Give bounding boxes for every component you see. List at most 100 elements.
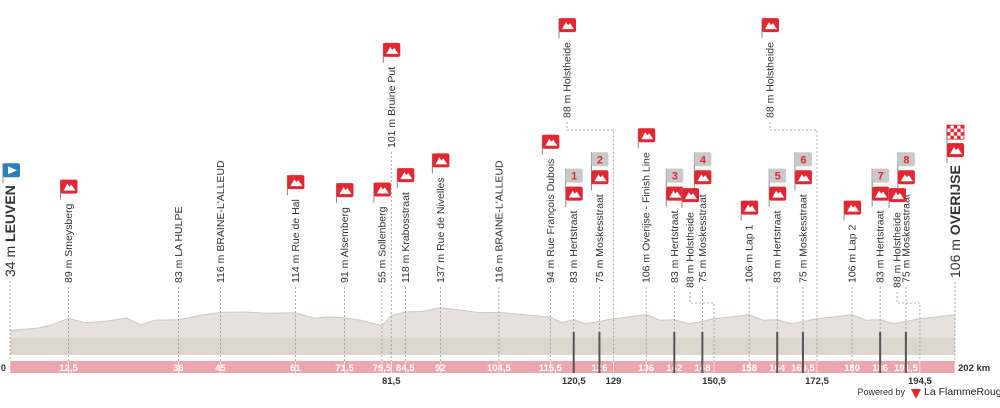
- x-tick-label: 136: [638, 363, 654, 374]
- x-tick-label: 36: [173, 363, 184, 374]
- poi-label: 118 m Krabosstraat: [400, 192, 412, 283]
- climb-icon: [768, 186, 787, 207]
- mountain: [641, 132, 654, 140]
- poi-label: 75 m Moskesstraat: [797, 194, 809, 283]
- check: [957, 135, 961, 140]
- mountain: [900, 174, 913, 182]
- km-strip: [10, 361, 955, 373]
- arrow: [8, 166, 17, 175]
- x-tick-label: 120,5: [562, 376, 586, 387]
- brand-logo: [911, 389, 921, 399]
- check: [950, 128, 954, 133]
- sector-number: 6: [800, 154, 806, 166]
- climb-icon: [794, 170, 812, 191]
- climb-icon: [871, 186, 890, 207]
- sector-number: 7: [878, 171, 884, 183]
- x-tick-label: 61: [290, 363, 301, 374]
- x-tick-label: 92: [435, 363, 446, 374]
- check: [960, 125, 964, 129]
- climb-icon: [665, 186, 684, 207]
- check: [960, 132, 964, 136]
- sector-badge: 4: [693, 152, 712, 173]
- flag: [897, 152, 915, 167]
- climb-icon: [396, 168, 415, 189]
- mountain: [892, 192, 904, 200]
- x-tick-label: 81,5: [382, 376, 401, 387]
- check: [947, 132, 951, 136]
- poi-label: 75 m Moskesstraat: [594, 194, 606, 283]
- check: [953, 125, 958, 129]
- mountain: [772, 190, 785, 198]
- x-tick-label: 84,5: [396, 363, 415, 374]
- poi-label: 89 m Smeysberg: [63, 203, 75, 283]
- climb-icon: [637, 128, 656, 149]
- poi-line: [566, 122, 614, 361]
- mountain: [562, 22, 574, 30]
- check: [950, 135, 954, 140]
- poi-label: 88 m Holstheide: [685, 212, 697, 288]
- x-tick-label: 202 km: [958, 363, 990, 374]
- start-name: LEUVEN: [2, 185, 18, 242]
- flag: [872, 168, 890, 183]
- poi-label: 88 m Holstheide: [892, 212, 904, 288]
- sector-number: 3: [672, 171, 678, 183]
- sector-number: 2: [597, 154, 603, 166]
- climb-icon: [888, 188, 906, 209]
- poi-label: 116 m BRAINE-L'ALLEUD: [215, 160, 227, 283]
- poi-label: 101 m Bruine Put: [386, 67, 398, 148]
- mountain: [875, 190, 888, 198]
- x-tick-label: 45: [215, 363, 226, 374]
- climb-icon: [843, 200, 862, 221]
- brand: La FlammeRouge: [924, 386, 1000, 398]
- mountain: [765, 22, 777, 30]
- poi-line: [896, 292, 921, 361]
- x-tick-label: 172,5: [805, 376, 829, 387]
- mountain: [435, 157, 448, 165]
- mountain: [697, 174, 710, 182]
- mountain: [290, 179, 303, 187]
- x-tick-label: 150,5: [702, 376, 726, 387]
- finish-altitude: 106 m: [947, 239, 963, 278]
- flag: [794, 152, 812, 167]
- elevation-area: [10, 307, 955, 338]
- climb-icon: [761, 18, 779, 39]
- sector-number: 8: [903, 154, 909, 166]
- mountain: [400, 172, 413, 180]
- climb-icon: [59, 179, 78, 200]
- check: [957, 128, 961, 133]
- poi-label: 75 m Moskesstraat: [697, 194, 709, 283]
- check: [947, 125, 951, 129]
- poi-label: 114 m Rue de Hal: [290, 199, 302, 283]
- climb-icon: [335, 183, 354, 204]
- sector-number: 5: [775, 171, 781, 183]
- x-tick-label: 79,5: [373, 363, 392, 374]
- climb-icon: [373, 182, 391, 203]
- mountain: [950, 147, 962, 155]
- x-tick-label: 158: [741, 363, 757, 374]
- powered-by: Powered by: [857, 387, 905, 397]
- sector-badge: 8: [897, 152, 915, 173]
- start-altitude: 34 m: [2, 246, 18, 277]
- poi-label: 137 m Rue de Nivelles: [435, 177, 447, 283]
- mountain: [685, 192, 697, 200]
- poi-label: 75 m Moskesstraat: [900, 194, 912, 283]
- finish-label: 106 m OVERIJSE: [947, 165, 963, 278]
- poi-label: 88 m Holstheide: [562, 42, 574, 118]
- x-tick-label: 71,5: [335, 363, 354, 374]
- x-tick-label: 12,5: [59, 363, 78, 374]
- climb-icon: [681, 188, 699, 209]
- poi-label: 55 m Sollenberg: [376, 206, 388, 283]
- mountain: [594, 174, 607, 182]
- poi-label: 106 m Lap 1: [744, 224, 756, 283]
- elevation-line: [9, 307, 956, 331]
- mountain: [386, 46, 399, 54]
- poi-label: 94 m Rue François Dubois: [545, 159, 557, 283]
- mountain: [339, 187, 352, 195]
- poi-label: 91 m Alsemberg: [339, 207, 351, 283]
- climb-icon: [590, 170, 609, 191]
- sector-badge: 1: [565, 168, 583, 189]
- mountain: [63, 183, 76, 191]
- mountain: [376, 186, 389, 194]
